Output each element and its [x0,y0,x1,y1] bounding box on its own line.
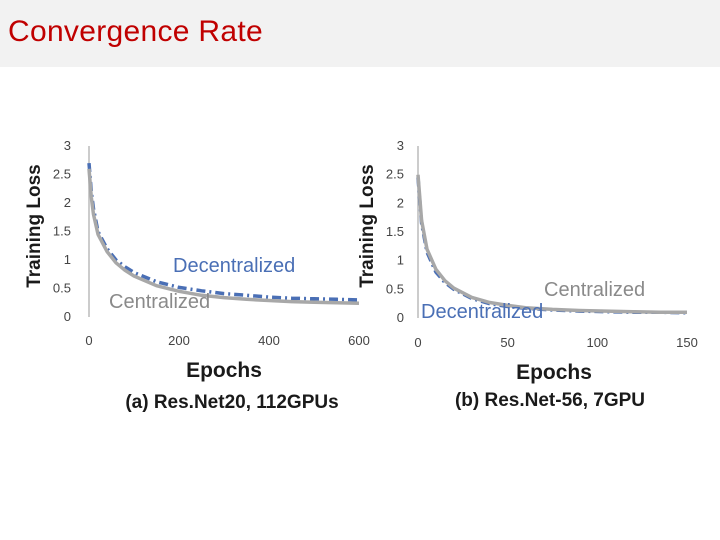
chart-b-y-ticks: 0 0.5 1 1.5 2 2.5 3 [386,138,404,325]
chart-a-y-tick: 1.5 [53,224,71,239]
chart-a-y-ticks: 0 0.5 1 1.5 2 2.5 3 [53,138,71,324]
chart-a-y-tick: 3 [64,138,71,153]
chart-b-y-tick: 1 [397,253,404,268]
title-bar: Convergence Rate [0,0,720,67]
chart-a-annotation-centralized: Centralized [109,291,210,313]
chart-a-caption: (a) Res.Net20, 112GPUs [125,392,338,413]
chart-a-xlabel: Epochs [186,359,262,382]
chart-b-annotation-decentralized: Decentralized [421,301,543,323]
chart-b-annotation-centralized: Centralized [544,279,645,301]
chart-a-y-tick: 1 [64,252,71,267]
slide-title: Convergence Rate [8,15,263,48]
chart-b-y-tick: 0 [397,310,404,325]
chart-a-x-ticks: 0 200 400 600 [85,333,369,348]
chart-b-x-tick: 50 [500,335,514,350]
chart-a-y-tick: 2.5 [53,167,71,182]
chart-a-x-tick: 0 [85,333,92,348]
chart-a-x-tick: 400 [258,333,280,348]
chart-b-xlabel: Epochs [516,361,592,384]
chart-a-y-tick: 0.5 [53,281,71,296]
chart-b: Training Loss 0 0.5 1 1.5 2 2.5 3 0 50 1… [357,138,698,411]
chart-b-y-tick: 0.5 [386,281,404,296]
chart-b-x-tick: 150 [676,335,698,350]
chart-a-annotation-decentralized: Decentralized [173,255,295,277]
chart-a-y-tick: 0 [64,309,71,324]
chart-a-x-tick: 600 [348,333,370,348]
chart-a: Training Loss 0 0.5 1 1.5 2 2.5 3 0 200 … [24,138,370,413]
chart-a-series-decentralized [87,162,360,302]
chart-b-ylabel: Training Loss [357,164,378,288]
chart-a-y-tick: 2 [64,195,71,210]
chart-b-x-tick: 100 [586,335,608,350]
chart-b-x-tick: 0 [414,335,421,350]
chart-a-series-centralized [87,168,360,306]
chart-b-caption: (b) Res.Net-56, 7GPU [455,390,645,411]
chart-b-y-tick: 2.5 [386,167,404,182]
chart-b-x-ticks: 0 50 100 150 [414,335,697,350]
convergence-charts: Training Loss 0 0.5 1 1.5 2 2.5 3 0 200 … [24,138,698,413]
figure: Training Loss 0 0.5 1 1.5 2 2.5 3 0 200 … [16,126,704,422]
chart-b-series-centralized [416,174,687,315]
chart-b-y-tick: 2 [397,195,404,210]
chart-b-y-tick: 3 [397,138,404,153]
chart-b-y-tick: 1.5 [386,224,404,239]
chart-a-x-tick: 200 [168,333,190,348]
chart-a-ylabel: Training Loss [24,164,45,288]
